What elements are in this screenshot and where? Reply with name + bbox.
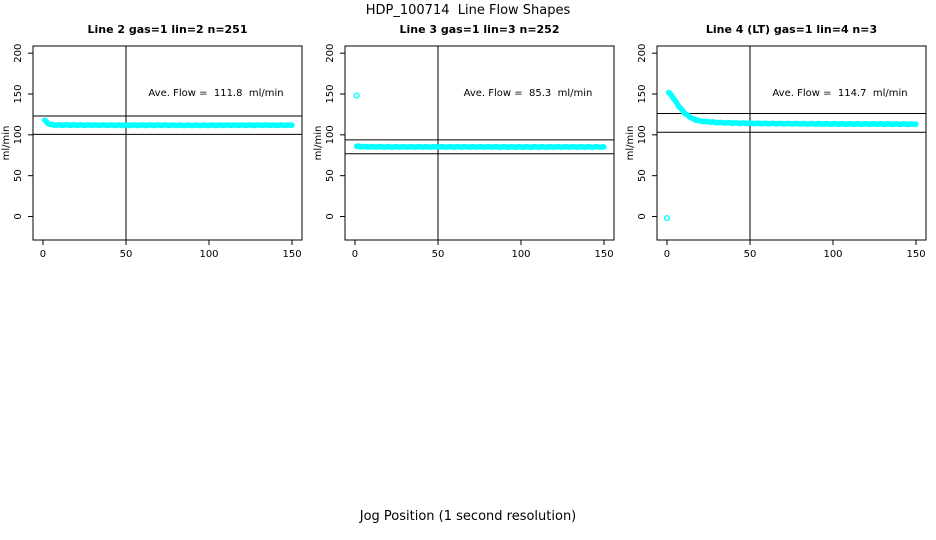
average-flow-annotation: Ave. Flow = 111.8 ml/min <box>148 88 283 99</box>
y-tick-label: 150 <box>13 84 24 103</box>
plot-box <box>32 45 303 241</box>
flow-points <box>353 143 607 150</box>
y-tick-label: 0 <box>13 213 24 219</box>
x-tick-label: 50 <box>432 249 445 260</box>
ml-min-axis-label: ml/min <box>313 126 324 161</box>
x-tick-label: 150 <box>906 249 925 260</box>
outlier-point <box>353 92 360 99</box>
y-tick-label: 0 <box>637 213 648 219</box>
x-axis-label: Jog Position (1 second resolution) <box>359 509 577 524</box>
average-flow-annotation: Ave. Flow = 114.7 ml/min <box>772 88 907 99</box>
y-tick-label: 200 <box>13 44 24 63</box>
x-tick-label: 100 <box>511 249 530 260</box>
x-tick-label: 100 <box>199 249 218 260</box>
y-tick-label: 50 <box>637 169 648 182</box>
x-tick-label: 0 <box>352 249 358 260</box>
data-point <box>601 144 607 150</box>
y-tick-label: 50 <box>325 169 336 182</box>
outlier-point <box>663 215 671 222</box>
x-tick-label: 150 <box>282 249 301 260</box>
data-point <box>913 121 919 127</box>
panels-row: Line 2 gas=1 lin=2 n=251 0 50 100 150 0 50 100 1… <box>1 23 927 260</box>
y-tick-label: 200 <box>637 44 648 63</box>
flow-panel-3: Line 4 (LT) gas=1 lin=4 n=3 0 50 100 150 0 50 1… <box>625 23 927 260</box>
flow-panel-1: Line 2 gas=1 lin=2 n=251 0 50 100 150 0 50 100 1… <box>1 23 303 260</box>
panel-title: Line 4 (LT) gas=1 lin=4 n=3 <box>706 23 877 36</box>
flow-points <box>665 89 919 128</box>
y-tick-label: 100 <box>325 125 336 144</box>
ml-min-axis-label: ml/min <box>1 126 12 161</box>
y-tick-label: 200 <box>325 44 336 63</box>
flow-points <box>41 117 295 129</box>
data-point <box>289 122 295 128</box>
y-tick-label: 150 <box>637 84 648 103</box>
panel-title: Line 2 gas=1 lin=2 n=251 <box>87 23 247 36</box>
x-tick-label: 0 <box>40 249 46 260</box>
ml-min-axis-label: ml/min <box>625 126 636 161</box>
y-tick-label: 50 <box>13 169 24 182</box>
plot-box <box>344 45 615 241</box>
main-title: HDP_100714 Line Flow Shapes <box>365 3 571 18</box>
x-tick-label: 50 <box>744 249 757 260</box>
flow-panel-2: Line 3 gas=1 lin=3 n=252 0 50 100 150 0 50 100 1… <box>313 23 615 260</box>
plot-box <box>656 45 927 241</box>
x-tick-label: 150 <box>594 249 613 260</box>
y-tick-label: 0 <box>325 213 336 219</box>
panel-title: Line 3 gas=1 lin=3 n=252 <box>399 23 559 36</box>
average-flow-annotation: Ave. Flow = 85.3 ml/min <box>464 88 593 99</box>
y-tick-label: 100 <box>13 125 24 144</box>
y-tick-label: 100 <box>637 125 648 144</box>
x-tick-label: 0 <box>664 249 670 260</box>
x-tick-label: 50 <box>120 249 133 260</box>
x-tick-label: 100 <box>823 249 842 260</box>
y-tick-label: 150 <box>325 84 336 103</box>
